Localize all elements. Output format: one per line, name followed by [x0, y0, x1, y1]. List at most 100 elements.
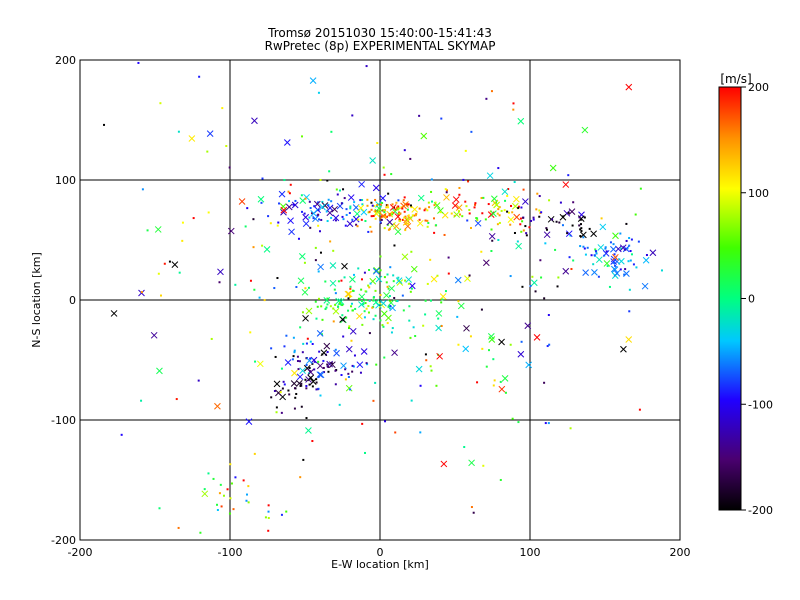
- scatter-point: [481, 212, 484, 215]
- scatter-point: [140, 291, 143, 294]
- scatter-point: [487, 203, 490, 206]
- scatter-point: [347, 309, 350, 312]
- scatter-point: [629, 259, 632, 262]
- scatter-point: [374, 381, 377, 384]
- scatter-point: [338, 302, 341, 305]
- scatter-point: [349, 205, 352, 208]
- scatter-point: [403, 196, 406, 199]
- scatter-point: [297, 237, 300, 240]
- scatter-point: [368, 299, 371, 302]
- scatter-point-cross: [581, 126, 589, 134]
- scatter-point: [334, 383, 337, 386]
- scatter-point-cross: [463, 324, 470, 332]
- scatter-point: [313, 360, 316, 363]
- scatter-point: [512, 102, 515, 105]
- scatter-point: [512, 108, 515, 111]
- scatter-point: [594, 250, 597, 253]
- scatter-point: [513, 181, 516, 184]
- scatter-point: [562, 215, 565, 218]
- scatter-point-cross: [430, 275, 438, 283]
- scatter-point: [365, 65, 368, 68]
- scatter-point: [660, 269, 663, 272]
- scatter-point: [383, 356, 386, 359]
- scatter-point: [517, 205, 520, 208]
- scatter-point: [327, 203, 330, 206]
- scatter-point: [293, 407, 296, 410]
- scatter-point: [567, 174, 570, 177]
- scatter-point: [341, 314, 344, 317]
- scatter-point: [572, 201, 575, 204]
- scatter-point-cross: [340, 362, 347, 370]
- scatter-point: [263, 299, 266, 302]
- scatter-point: [645, 254, 648, 257]
- scatter-point-cross: [288, 228, 295, 236]
- scatter-point: [267, 504, 270, 507]
- scatter-point: [464, 200, 467, 203]
- scatter-point: [480, 250, 483, 253]
- scatter-point: [490, 228, 493, 231]
- scatter-point: [423, 209, 426, 212]
- scatter-point-cross: [278, 190, 286, 198]
- scatter-point: [322, 366, 325, 369]
- scatter-point: [545, 227, 548, 230]
- scatter-point: [424, 353, 427, 356]
- scatter-point: [625, 239, 628, 242]
- scatter-point: [389, 305, 392, 308]
- scatter-point: [335, 188, 338, 191]
- scatter-point-cross: [487, 211, 495, 218]
- scatter-point: [405, 203, 408, 206]
- scatter-point: [327, 366, 330, 369]
- scatter-point: [319, 178, 322, 181]
- scatter-point-cross: [417, 194, 425, 202]
- scatter-point: [551, 218, 554, 221]
- scatter-point: [492, 358, 495, 361]
- scatter-point: [566, 232, 569, 235]
- scatter-point: [383, 173, 386, 176]
- scatter-point-cross: [641, 282, 649, 290]
- scatter-point: [312, 217, 315, 220]
- scatter-point: [476, 219, 479, 222]
- scatter-point: [474, 202, 477, 205]
- scatter-point: [380, 215, 383, 218]
- scatter-point: [428, 206, 431, 209]
- scatter-point: [429, 258, 432, 261]
- scatter-point: [298, 360, 301, 363]
- scatter-point-cross: [299, 367, 306, 375]
- scatter-point-cross: [524, 322, 532, 330]
- scatter-point: [520, 230, 523, 233]
- scatter-point: [482, 196, 485, 199]
- scatter-point: [436, 274, 439, 277]
- scatter-point: [332, 307, 335, 310]
- scatter-point: [628, 310, 631, 313]
- scatter-point-cross: [440, 460, 448, 468]
- scatter-point: [326, 179, 329, 182]
- scatter-point-cross: [515, 242, 522, 250]
- scatter-point: [456, 315, 459, 318]
- scatter-point: [397, 199, 400, 202]
- scatter-point: [347, 372, 350, 375]
- scatter-point: [311, 362, 314, 365]
- scatter-point: [628, 244, 631, 247]
- scatter-point: [368, 269, 371, 272]
- scatter-point: [614, 264, 617, 267]
- scatter-point: [360, 288, 363, 291]
- scatter-point: [304, 287, 307, 290]
- scatter-point: [351, 309, 354, 312]
- scatter-point: [569, 234, 572, 237]
- scatter-point: [365, 362, 368, 365]
- scatter-point: [244, 225, 247, 228]
- scatter-point: [500, 209, 503, 212]
- scatter-point-cross: [275, 389, 282, 397]
- scatter-point: [274, 355, 277, 358]
- scatter-point: [275, 406, 278, 409]
- scatter-point: [314, 300, 317, 303]
- scatter-point: [317, 209, 320, 212]
- scatter-point: [300, 210, 303, 213]
- scatter-point: [604, 247, 607, 250]
- scatter-point: [386, 322, 389, 325]
- scatter-point: [307, 286, 310, 289]
- scatter-point: [273, 287, 276, 290]
- scatter-point: [504, 391, 507, 394]
- scatter-point: [561, 224, 564, 227]
- scatter-point-cross: [326, 204, 334, 212]
